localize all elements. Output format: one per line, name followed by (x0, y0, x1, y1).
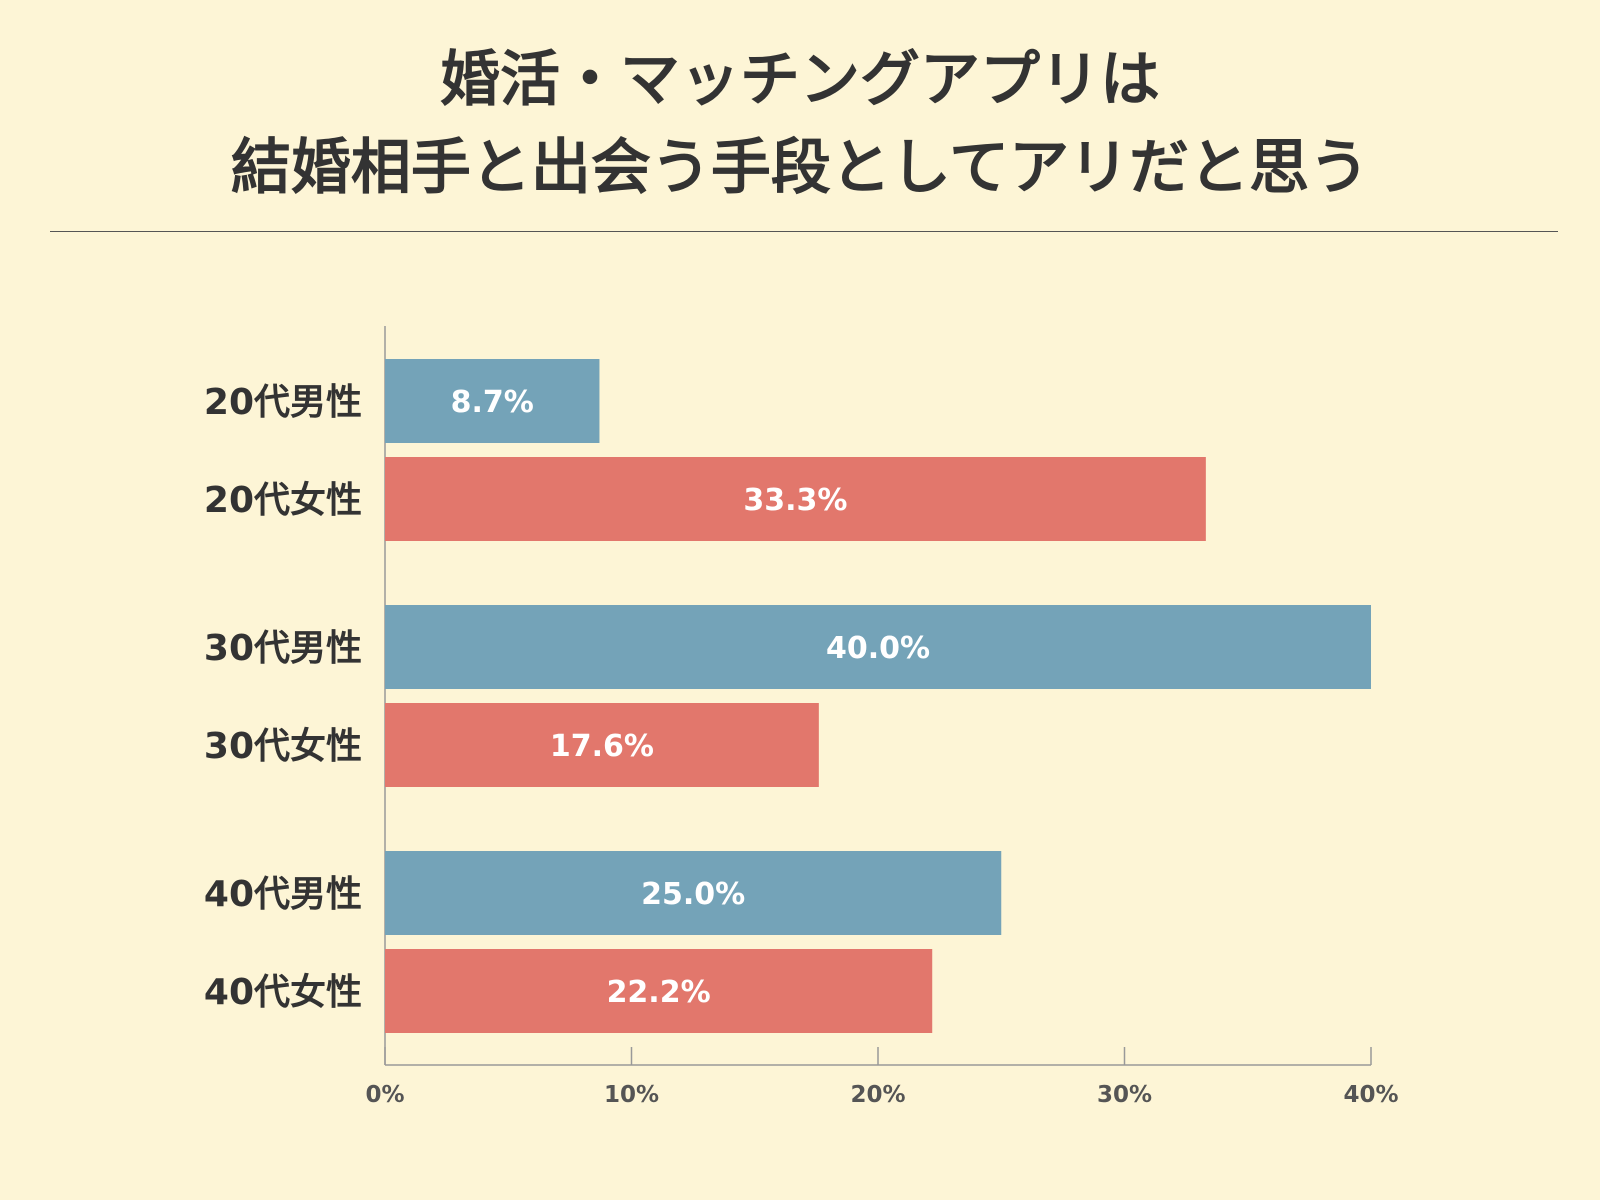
bar (385, 703, 819, 787)
category-label: 30代男性 (204, 628, 362, 669)
category-label: 20代女性 (204, 480, 362, 521)
x-tick-label: 10% (604, 1082, 659, 1108)
category-label: 40代女性 (204, 972, 362, 1013)
x-tick-label: 0% (365, 1082, 404, 1108)
bar-value-label: 17.6% (550, 729, 654, 764)
x-tick-label: 40% (1343, 1082, 1398, 1108)
bar-value-label: 8.7% (451, 385, 534, 420)
bar (385, 359, 600, 443)
category-label: 40代男性 (204, 874, 362, 915)
category-label: 30代女性 (204, 726, 362, 767)
bar-value-label: 40.0% (826, 631, 930, 666)
bar-value-label: 22.2% (607, 975, 711, 1010)
bar-value-label: 33.3% (743, 483, 847, 518)
bar (385, 949, 933, 1033)
category-label: 20代男性 (204, 382, 362, 423)
chart-title-line-2: 結婚相手と出会う手段としてアリだと思う (230, 133, 1370, 203)
title-divider (50, 231, 1558, 232)
x-tick-label: 20% (850, 1082, 905, 1108)
bar-value-label: 25.0% (641, 877, 745, 912)
bar (385, 851, 1002, 935)
chart-title: 婚活・マッチングアプリは 結婚相手と出会う手段としてアリだと思う (0, 36, 1600, 212)
chart-title-line-1: 婚活・マッチングアプリは (440, 45, 1160, 115)
bar (385, 605, 1371, 689)
x-tick-label: 30% (1097, 1082, 1152, 1108)
bar (385, 457, 1206, 541)
